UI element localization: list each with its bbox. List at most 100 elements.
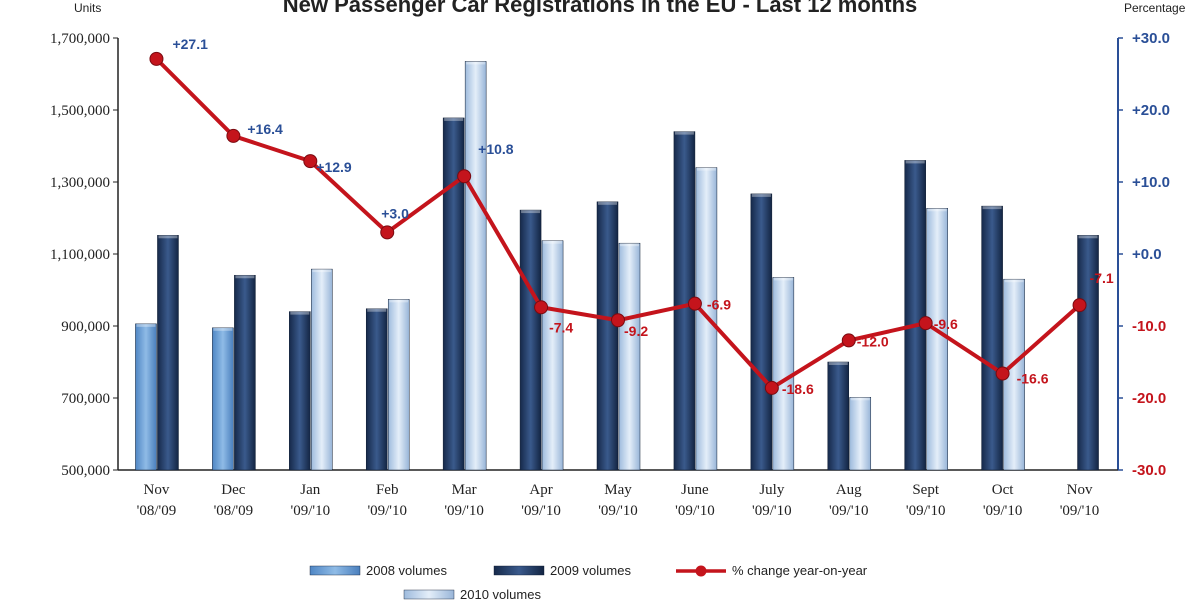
percent-data-label: -9.6 <box>934 316 958 332</box>
percent-data-label: -18.6 <box>782 381 814 397</box>
left-tick-label: 700,000 <box>61 391 110 407</box>
percent-data-label: -6.9 <box>707 297 731 313</box>
percent-marker <box>841 333 856 348</box>
percent-data-label: -9.2 <box>624 323 648 339</box>
bar-2008 <box>212 327 234 471</box>
category-label-month: June <box>681 482 709 498</box>
bar-2009 <box>234 274 256 471</box>
bar-2010 <box>772 277 795 471</box>
bar-2009 <box>289 311 311 471</box>
bar-highlight <box>905 160 925 164</box>
bar-highlight <box>290 311 310 315</box>
legend-line-marker <box>695 565 707 577</box>
percent-marker <box>226 128 241 143</box>
bar-2009 <box>519 209 542 471</box>
category-label-period: '08/'09 <box>137 503 177 519</box>
category-label-period: '09/'10 <box>829 503 869 519</box>
percent-data-label: +12.9 <box>316 159 352 175</box>
percent-marker <box>1072 298 1087 313</box>
bar-highlight <box>235 275 255 279</box>
bar-highlight <box>751 193 771 197</box>
right-tick-label: +0.0 <box>1132 246 1162 263</box>
category-label-period: '09/'10 <box>752 503 792 519</box>
bar-2009 <box>157 235 179 471</box>
category-label-period: '09/'10 <box>444 503 484 519</box>
right-tick-label: +20.0 <box>1132 102 1170 119</box>
bar-2009 <box>365 308 388 471</box>
percent-data-label: +27.1 <box>172 36 208 52</box>
bar-highlight <box>828 362 848 365</box>
category-label-month: May <box>604 482 632 498</box>
bar-2009 <box>981 205 1003 471</box>
category-label-month: Apr <box>529 482 552 498</box>
bar-2010 <box>849 397 872 471</box>
category-label-month: Feb <box>376 482 399 498</box>
left-tick-label: 1,100,000 <box>50 247 110 263</box>
left-tick-label: 1,500,000 <box>50 103 110 119</box>
bar-highlight <box>696 167 716 171</box>
percent-marker <box>149 51 164 66</box>
percent-data-label: -7.1 <box>1090 270 1114 286</box>
category-label-period: '09/'10 <box>598 503 638 519</box>
percent-marker <box>611 313 625 328</box>
bar-2010 <box>926 208 948 471</box>
bar-2009 <box>750 193 773 471</box>
bar-2010 <box>618 242 641 471</box>
category-label-month: Oct <box>992 482 1014 498</box>
right-tick-label: -30.0 <box>1132 462 1166 479</box>
right-axis-unit: Percentage <box>1124 1 1186 15</box>
percent-data-label: +3.0 <box>381 205 409 221</box>
left-tick-label: 1,700,000 <box>50 31 110 47</box>
left-tick-labels: 1,700,000 1,500,000 1,300,000 1,100,000 900,… <box>50 31 118 479</box>
legend-label: 2010 volumes <box>460 587 541 600</box>
category-label-period: '09/'10 <box>521 503 561 519</box>
bar-2009 <box>442 117 465 471</box>
bar-2009 <box>827 361 850 471</box>
left-tick-label: 500,000 <box>61 463 110 479</box>
bar-highlight <box>982 206 1002 210</box>
percent-marker <box>918 316 933 331</box>
bar-highlight <box>444 117 464 121</box>
category-labels: Nov '08/'09 Dec '08/'09 Jan '09/'10 Feb '09/'10… <box>137 482 1100 519</box>
percent-marker <box>687 296 702 311</box>
category-label-period: '09/'10 <box>1060 503 1100 519</box>
bar-2010 <box>464 61 487 471</box>
legend-label: 2009 volumes <box>550 563 631 578</box>
percent-data-label: -7.4 <box>549 319 573 335</box>
bar-highlight <box>674 131 694 135</box>
bar-highlight <box>389 299 409 303</box>
legend-swatch <box>309 565 361 576</box>
category-label-month: July <box>759 482 785 498</box>
left-axis-unit: Units <box>74 1 101 15</box>
bar-2009 <box>1077 235 1099 471</box>
bar-highlight <box>1004 279 1024 283</box>
bar-highlight <box>367 308 387 312</box>
legend-label: % change year-on-year <box>732 563 868 578</box>
category-label-month: Aug <box>836 482 862 498</box>
percent-marker <box>764 380 779 395</box>
category-label-month: Sept <box>912 482 940 498</box>
left-tick-label: 1,300,000 <box>50 175 110 191</box>
percent-marker <box>303 154 318 169</box>
percent-marker <box>457 169 472 184</box>
category-label-period: '09/'10 <box>367 503 407 519</box>
category-label-period: '09/'10 <box>906 503 946 519</box>
percent-marker <box>995 366 1010 381</box>
percent-line: +27.1 +16.4 +12.9 +3.0 +10.8 -7.4 -9.2 -6.9 -18.… <box>149 36 1114 397</box>
category-label-month: Mar <box>452 482 477 498</box>
bar-highlight <box>598 201 617 205</box>
category-label-period: '09/'10 <box>675 503 715 519</box>
bar-2008 <box>135 323 157 471</box>
bar-highlight <box>158 235 178 239</box>
right-tick-label: -20.0 <box>1132 390 1166 407</box>
category-label-month: Nov <box>144 482 170 498</box>
category-label-month: Nov <box>1067 482 1093 498</box>
bar-highlight <box>521 210 541 214</box>
bar-highlight <box>620 243 639 247</box>
percent-marker <box>534 300 549 315</box>
legend-swatch <box>493 565 545 576</box>
bar-highlight <box>543 240 563 244</box>
percent-data-label: +10.8 <box>478 141 514 157</box>
bar-highlight <box>213 327 233 331</box>
